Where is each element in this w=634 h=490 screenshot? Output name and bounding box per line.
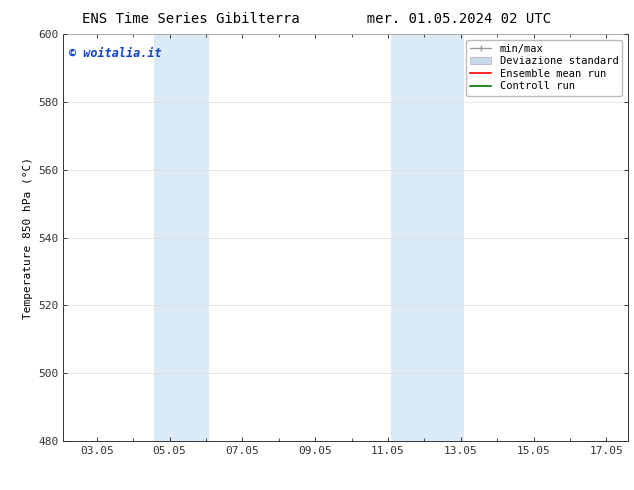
Bar bbox=[391, 34, 464, 441]
Text: © woitalia.it: © woitalia.it bbox=[69, 47, 162, 59]
Legend: min/max, Deviazione standard, Ensemble mean run, Controll run: min/max, Deviazione standard, Ensemble m… bbox=[466, 40, 623, 96]
Y-axis label: Temperature 850 hPa (°C): Temperature 850 hPa (°C) bbox=[23, 157, 33, 318]
Text: ENS Time Series Gibilterra        mer. 01.05.2024 02 UTC: ENS Time Series Gibilterra mer. 01.05.20… bbox=[82, 12, 552, 26]
Bar bbox=[155, 34, 209, 441]
